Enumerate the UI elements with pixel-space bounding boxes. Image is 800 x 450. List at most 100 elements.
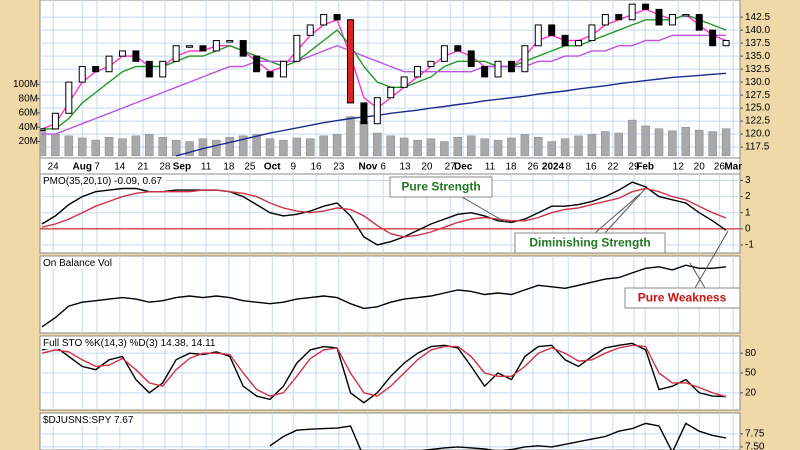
x-tick-label: 6 <box>380 162 386 173</box>
volume-bar <box>77 137 87 157</box>
y-tick-label: 80 <box>745 348 757 359</box>
candle <box>279 60 287 78</box>
x-tick-label: Mar <box>724 162 742 173</box>
x-tick-label: 16 <box>311 162 323 173</box>
volume-bar <box>668 130 677 157</box>
volume-bar <box>158 137 167 157</box>
volume-bar <box>359 121 369 157</box>
annotation-box <box>389 176 493 198</box>
candle <box>642 3 650 10</box>
x-tick-label: 16 <box>585 162 597 173</box>
y-tick-label: 20 <box>745 387 757 398</box>
annotation-box <box>624 287 741 309</box>
y-tick-label: 137.5 <box>745 38 770 49</box>
volume-bar <box>238 135 248 157</box>
volume-bar <box>171 139 181 157</box>
y-tick-label: 7.50 <box>745 442 765 450</box>
panel-label-bg <box>41 257 116 269</box>
volume-bar <box>185 141 194 157</box>
x-tick-label: 11 <box>201 162 212 173</box>
series-line <box>41 344 727 398</box>
x-tick-label: Sep <box>173 162 191 173</box>
x-tick-label: 18 <box>505 162 517 173</box>
panel-label: Full STO %K(14,3) %D(3) 14.38, 14.11 <box>43 338 216 349</box>
candle <box>293 34 301 62</box>
volume-bar <box>493 139 503 157</box>
y2-tick-label: 100M <box>13 79 38 90</box>
volume-bar <box>319 135 328 157</box>
x-tick-label: 18 <box>223 162 235 173</box>
y-tick-label: 140.0 <box>745 25 770 36</box>
x-tick-label: 26 <box>527 162 539 173</box>
volume-bar <box>91 139 100 157</box>
x-tick-label: Nov <box>358 162 377 173</box>
candle <box>266 71 274 78</box>
y-tick-label: 130.0 <box>745 77 770 88</box>
candle <box>346 19 354 104</box>
y2-tick-label: 80M <box>19 93 38 104</box>
y-tick-label: 127.5 <box>745 90 770 101</box>
y-tick-label: 142.5 <box>745 12 770 23</box>
volume-bar <box>306 138 315 157</box>
volume-bar <box>587 134 597 157</box>
panel-content <box>40 0 740 158</box>
candle <box>722 40 730 47</box>
x-tick-label: Oct <box>264 162 281 173</box>
panel-label: $DJUSNS:SPY 7.67 <box>43 415 134 426</box>
candle <box>360 102 368 125</box>
x-tick-label: 29 <box>628 162 640 173</box>
volume-bar <box>279 139 288 157</box>
candle <box>400 76 408 88</box>
y-tick-label: 50 <box>745 368 757 379</box>
y-tick-label: 122.5 <box>745 116 770 127</box>
volume-bar <box>145 134 154 157</box>
series-line <box>42 13 727 130</box>
volume-bar <box>386 135 395 157</box>
annotation: Diminishing Strength <box>529 236 650 250</box>
volume-bar <box>225 137 235 157</box>
annotation: Pure Strength <box>401 180 480 194</box>
volume-bar <box>265 138 275 157</box>
y-tick-label: 2 <box>745 191 751 202</box>
y-tick-label: 120.0 <box>745 129 770 140</box>
candle <box>118 50 126 57</box>
candle <box>186 45 194 48</box>
candle <box>481 66 489 78</box>
series-line <box>269 422 727 450</box>
candle <box>615 14 623 21</box>
x-tick-label: 2024 <box>542 162 565 173</box>
x-tick-label: 7 <box>94 162 100 173</box>
y-tick-label: 1 <box>745 207 751 218</box>
series-line <box>41 187 727 238</box>
candle <box>575 40 583 47</box>
candle <box>414 66 422 78</box>
annotations: Pure Strength Diminishing Strength Pure … <box>389 176 741 309</box>
candle <box>373 97 381 125</box>
volume-bar <box>534 137 543 157</box>
volume-bar <box>641 125 650 157</box>
candle <box>601 14 609 26</box>
volume-bar <box>346 116 355 157</box>
panel-label-bg <box>41 414 138 426</box>
volume-bar <box>64 135 74 157</box>
y2-tick-label: 60M <box>19 108 38 119</box>
series-line <box>42 34 727 135</box>
candle <box>628 3 636 21</box>
candle <box>172 45 180 62</box>
candle <box>655 8 663 26</box>
y2-tick-label: 40M <box>19 122 38 133</box>
x-tick-label: 26 <box>714 162 726 173</box>
volume-bar <box>252 134 261 157</box>
volume-bar <box>453 137 463 157</box>
candle <box>253 55 261 73</box>
x-tick-label: 25 <box>244 162 256 173</box>
volume-bar <box>547 141 556 157</box>
panel <box>39 0 741 159</box>
annotation: Pure Weakness <box>638 291 727 305</box>
volume-bar <box>104 137 114 157</box>
candle <box>548 24 556 36</box>
volume-bar <box>614 132 624 157</box>
candle <box>561 34 569 47</box>
y-tick-label: 135.0 <box>745 51 770 62</box>
panel <box>39 255 741 334</box>
